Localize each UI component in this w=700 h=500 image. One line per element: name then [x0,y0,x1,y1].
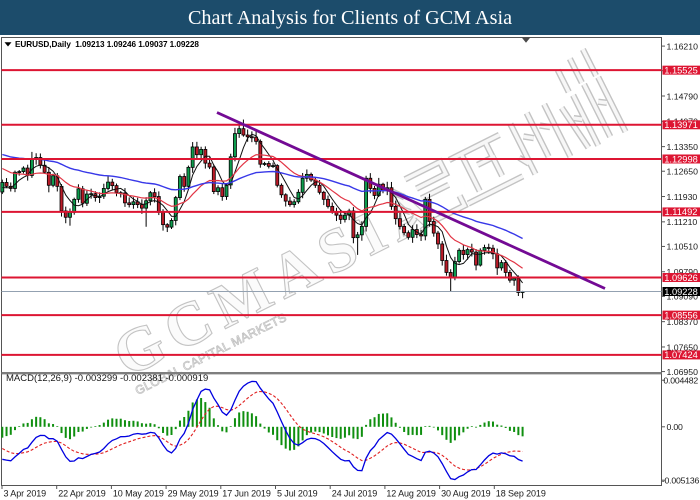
svg-text:1.11210: 1.11210 [667,217,698,227]
svg-text:18 Sep 2019: 18 Sep 2019 [496,489,546,499]
svg-text:1.07650: 1.07650 [667,342,699,352]
svg-text:1.09090: 1.09090 [667,292,699,302]
svg-text:1.15525: 1.15525 [664,65,698,75]
svg-text:29 May 2019: 29 May 2019 [168,489,219,499]
svg-text:EURUSD,Daily 1.09213 1.09246: EURUSD,Daily 1.09213 1.09246 1.09037 1.0… [15,40,199,49]
svg-text:17 Jun 2019: 17 Jun 2019 [222,489,271,499]
svg-text:12 Aug 2019: 12 Aug 2019 [386,489,436,499]
svg-text:10 May 2019: 10 May 2019 [113,489,164,499]
svg-text:1.12998: 1.12998 [664,154,698,164]
svg-text:1.11930: 1.11930 [667,192,698,202]
svg-text:3 Apr 2019: 3 Apr 2019 [4,489,47,499]
svg-text:1.07424: 1.07424 [664,350,698,360]
svg-text:1.12650: 1.12650 [667,167,699,177]
svg-text:1.16210: 1.16210 [667,41,699,51]
svg-text:MACD(12,26,9) -0.003299 -0.002: MACD(12,26,9) -0.003299 -0.002381 -0.000… [6,373,208,384]
svg-text:Chart Analysis for Clients of: Chart Analysis for Clients of GCM Asia [188,7,512,29]
svg-text:1.08370: 1.08370 [667,317,699,327]
svg-text:22 Apr 2019: 22 Apr 2019 [58,489,106,499]
svg-text:1.09626: 1.09626 [664,273,698,283]
svg-text:0.004482: 0.004482 [663,376,698,386]
svg-text:0.00: 0.00 [667,422,683,432]
svg-text:1.09790: 1.09790 [667,267,699,277]
svg-text:24 Jul 2019: 24 Jul 2019 [332,489,378,499]
svg-text:1.14790: 1.14790 [667,91,699,101]
svg-text:1.11492: 1.11492 [665,207,698,217]
svg-text:-0.005136: -0.005136 [662,475,700,485]
svg-text:5 Jul 2019: 5 Jul 2019 [277,489,318,499]
svg-text:30 Aug 2019: 30 Aug 2019 [441,489,491,499]
svg-text:1.09228: 1.09228 [664,287,698,297]
svg-text:1.08556: 1.08556 [664,310,698,320]
svg-text:1.10510: 1.10510 [667,242,699,252]
svg-text:1.13350: 1.13350 [667,142,699,152]
svg-text:1.13971: 1.13971 [664,120,698,130]
svg-text:1.06950: 1.06950 [667,367,699,377]
